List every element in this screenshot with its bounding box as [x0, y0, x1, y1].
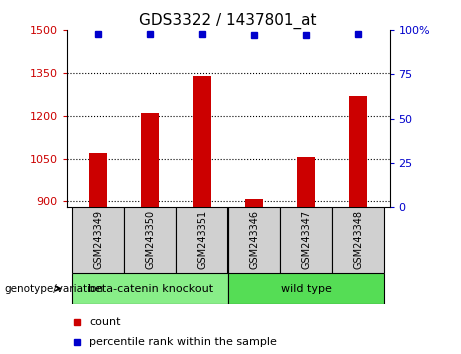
- Text: GSM243350: GSM243350: [145, 210, 155, 269]
- Bar: [176, 207, 228, 273]
- Bar: [193, 76, 211, 207]
- Text: GSM243351: GSM243351: [197, 210, 207, 269]
- Text: count: count: [89, 318, 121, 327]
- Text: GSM243347: GSM243347: [301, 210, 311, 269]
- Bar: [141, 113, 159, 207]
- Bar: [332, 207, 384, 273]
- Bar: [297, 157, 315, 207]
- Text: wild type: wild type: [281, 284, 332, 293]
- Text: GSM243346: GSM243346: [249, 210, 259, 269]
- Text: beta-catenin knockout: beta-catenin knockout: [88, 284, 213, 293]
- Bar: [228, 273, 384, 304]
- Text: GSM243349: GSM243349: [93, 210, 103, 269]
- Text: GSM243348: GSM243348: [353, 210, 363, 269]
- Text: genotype/variation: genotype/variation: [5, 284, 104, 293]
- Bar: [124, 207, 176, 273]
- Bar: [245, 199, 263, 207]
- Bar: [72, 273, 228, 304]
- Bar: [280, 207, 332, 273]
- Bar: [72, 207, 124, 273]
- Title: GDS3322 / 1437801_at: GDS3322 / 1437801_at: [139, 12, 317, 29]
- Bar: [228, 207, 280, 273]
- Text: percentile rank within the sample: percentile rank within the sample: [89, 337, 278, 347]
- Bar: [349, 96, 367, 207]
- Bar: [89, 153, 107, 207]
